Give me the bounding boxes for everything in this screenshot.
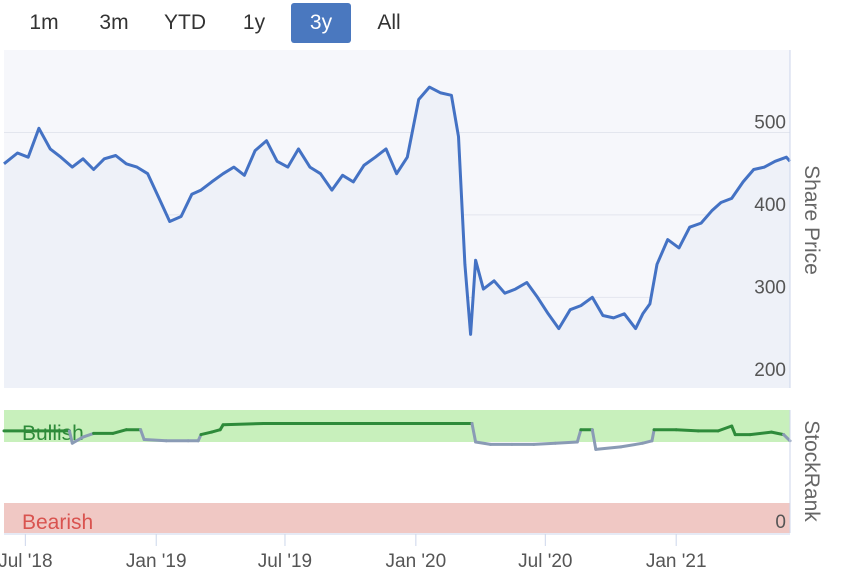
bearish-zone-label: Bearish [22, 511, 93, 534]
price-area-fill [4, 87, 790, 388]
price-tick-300: 300 [754, 277, 786, 298]
stockrank-segment [532, 441, 557, 446]
stockrank-segment [221, 422, 266, 427]
x-tick-label: Jan '21 [646, 551, 707, 572]
x-tick-label: Jan '19 [126, 551, 187, 572]
rank-axis-title: StockRank [800, 420, 823, 522]
price-tick-400: 400 [754, 195, 786, 216]
stockrank-line [2, 422, 792, 451]
stockrank-segment [650, 428, 656, 443]
x-tick-label: Jan '20 [386, 551, 447, 572]
price-tick-500: 500 [754, 112, 786, 133]
stockrank-segment [70, 435, 85, 445]
x-tick-label: Jul '19 [258, 551, 312, 572]
price-axis-title: Share Price [800, 165, 823, 275]
stockrank-segment [590, 428, 598, 451]
rank-tick-0: 0 [775, 512, 786, 533]
stockrank-segment [594, 445, 623, 451]
x-tick-label: Jul '20 [518, 551, 572, 572]
price-line [3, 85, 792, 336]
stockrank-segment [111, 428, 128, 435]
stockrank-segment [730, 424, 737, 437]
stockrank-segment [470, 422, 478, 444]
stockrank-segment [716, 424, 734, 433]
bearish-zone [4, 503, 790, 533]
stockrank-segment [139, 428, 146, 441]
range-button-3y[interactable]: 3y [291, 3, 351, 43]
stockrank-segment [474, 440, 492, 446]
x-axis-ticks: Jul '18 Jan '19 Jul '19 Jan '20 Jul '20 Jan '… [0, 534, 707, 572]
range-button-1y[interactable]: 1y [242, 11, 266, 34]
stockrank-segment [641, 439, 654, 445]
range-button-3m[interactable]: 3m [99, 11, 129, 34]
stockrank-segment [553, 440, 579, 445]
bullish-zone [4, 410, 790, 442]
stockrank-segment [575, 428, 583, 444]
price-tick-200: 200 [754, 360, 786, 381]
stockrank-segment [142, 438, 168, 443]
price-axis-ticks: 200 300 400 500 [754, 112, 786, 380]
stockrank-segment [199, 430, 214, 437]
range-selector: 1m 3m YTD 1y 3y All [0, 0, 841, 50]
bullish-zone-label: Bullish [22, 422, 84, 445]
stockrank-segment [619, 441, 645, 449]
x-tick-label: Jul '18 [0, 551, 53, 572]
stockrank-segment [674, 428, 700, 433]
range-button-1m[interactable]: 1m [29, 11, 59, 34]
stockrank-segment [770, 430, 786, 437]
stockrank-segment [81, 431, 96, 439]
stockrank-segment [748, 430, 773, 437]
stockrank-segment [67, 429, 74, 445]
range-button-ytd[interactable]: YTD [164, 11, 206, 34]
range-button-all[interactable]: All [377, 11, 401, 34]
stockrank-segment [782, 433, 792, 443]
